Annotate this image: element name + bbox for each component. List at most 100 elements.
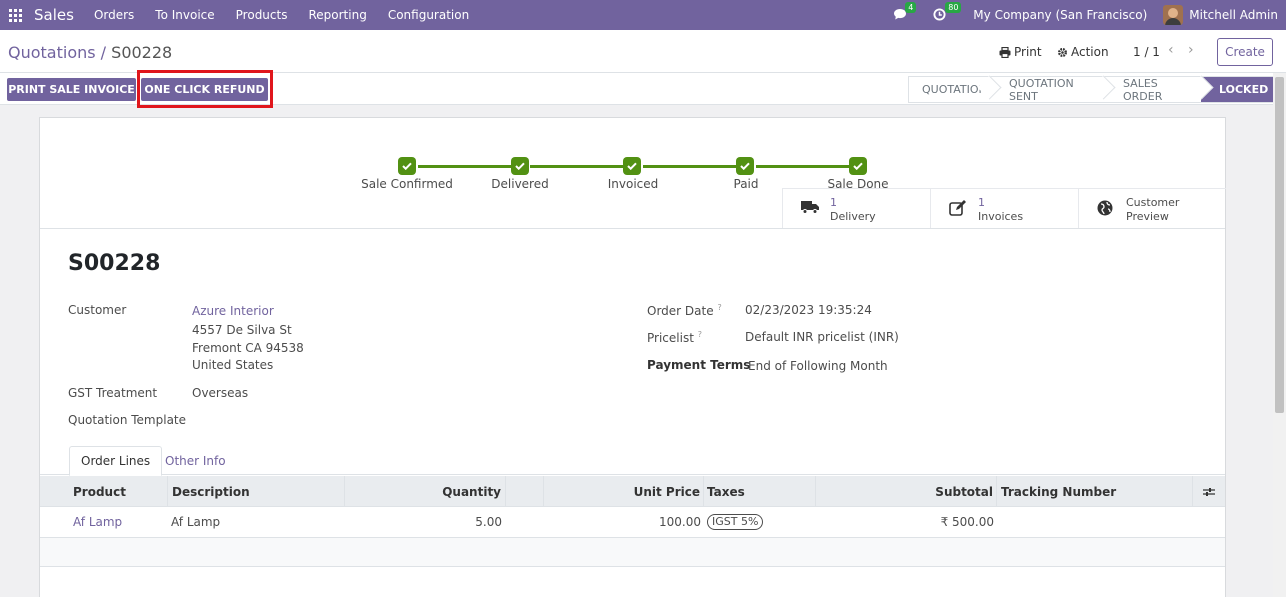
pager-previous-icon[interactable]: ‹ bbox=[1168, 42, 1174, 58]
stage-sales-order[interactable]: SALES ORDER bbox=[1103, 75, 1214, 103]
quotation-template-label: Quotation Template bbox=[68, 413, 187, 427]
print-label: Print bbox=[1014, 45, 1042, 59]
stage-sales-order-label: SALES ORDER bbox=[1123, 76, 1163, 103]
check-icon bbox=[623, 157, 641, 175]
row-subtotal: ₹ 500.00 bbox=[940, 515, 994, 529]
order-date-label: Order Date ? bbox=[647, 303, 722, 318]
menu-reporting[interactable]: Reporting bbox=[308, 8, 367, 22]
step-label-delivered: Delivered bbox=[491, 177, 549, 191]
chat-icon[interactable]: 4 bbox=[893, 2, 917, 23]
step-label-sale-confirmed: Sale Confirmed bbox=[361, 177, 453, 191]
table-row[interactable]: Af Lamp Af Lamp 5.00 100.00 IGST 5% ₹ 50… bbox=[40, 507, 1225, 538]
pager-next-icon[interactable]: › bbox=[1188, 42, 1194, 58]
print-sale-invoice-button[interactable]: PRINT SALE INVOICE bbox=[7, 78, 136, 101]
progress-connector bbox=[756, 165, 851, 168]
pager-value[interactable]: 1 / 1 bbox=[1133, 45, 1160, 59]
stage-quotation-sent-label: QUOTATION SENT bbox=[1009, 76, 1074, 103]
breadcrumb-quotations[interactable]: Quotations bbox=[8, 43, 96, 62]
preview-line1: Customer bbox=[1126, 196, 1180, 209]
progress-connector bbox=[530, 165, 625, 168]
pricelist-label-text: Pricelist bbox=[647, 331, 694, 345]
stage-quotation[interactable]: QUOTATION bbox=[909, 75, 1002, 102]
smart-buttons: 1 Delivery 1 Invoices Customer Preview bbox=[782, 188, 1226, 229]
menu-products[interactable]: Products bbox=[235, 8, 288, 22]
help-tooltip-icon[interactable]: ? bbox=[697, 330, 702, 339]
page-scrollbar[interactable] bbox=[1273, 73, 1286, 597]
col-subtotal[interactable]: Subtotal bbox=[816, 476, 997, 507]
user-avatar[interactable] bbox=[1163, 5, 1184, 25]
stage-quotation-sent[interactable]: QUOTATION SENT bbox=[989, 75, 1116, 103]
order-date-value: 02/23/2023 19:35:24 bbox=[745, 303, 872, 317]
row-product-link[interactable]: Af Lamp bbox=[73, 515, 123, 529]
col-taxes[interactable]: Taxes bbox=[704, 476, 816, 507]
form-tabs: Order Lines Other Info bbox=[40, 446, 1225, 476]
globe-icon bbox=[1097, 200, 1113, 216]
apps-menu-icon[interactable] bbox=[9, 8, 22, 22]
edit-icon bbox=[949, 200, 966, 216]
invoices-label: Invoices bbox=[978, 210, 1024, 223]
menu-configuration[interactable]: Configuration bbox=[387, 8, 470, 22]
col-unit-price[interactable]: Unit Price bbox=[544, 476, 704, 507]
check-icon bbox=[736, 157, 754, 175]
gst-treatment-label: GST Treatment bbox=[68, 386, 158, 400]
company-switcher[interactable]: My Company (San Francisco) bbox=[973, 8, 1148, 22]
customer-link[interactable]: Azure Interior bbox=[192, 304, 274, 318]
check-icon bbox=[398, 157, 416, 175]
tab-order-lines[interactable]: Order Lines bbox=[69, 446, 163, 476]
invoices-smart-button[interactable]: 1 Invoices bbox=[930, 189, 1078, 229]
menu-orders[interactable]: Orders bbox=[93, 8, 135, 22]
user-menu[interactable]: Mitchell Admin bbox=[1189, 8, 1278, 22]
activity-clock-icon[interactable]: 80 bbox=[933, 2, 962, 23]
create-button[interactable]: Create bbox=[1217, 38, 1273, 66]
navbar-systray: 4 80 My Company (San Francisco) Mitchell… bbox=[893, 0, 1286, 30]
scrollbar-thumb[interactable] bbox=[1275, 77, 1284, 413]
address-line3: United States bbox=[192, 358, 274, 372]
pricelist-value: Default INR pricelist (INR) bbox=[745, 330, 899, 344]
help-tooltip-icon[interactable]: ? bbox=[717, 303, 722, 312]
activity-badge: 80 bbox=[945, 2, 962, 13]
gear-icon bbox=[1058, 47, 1067, 57]
one-click-refund-button[interactable]: ONE CLICK REFUND bbox=[141, 78, 268, 101]
delivery-smart-button[interactable]: 1 Delivery bbox=[782, 189, 930, 229]
step-label-paid: Paid bbox=[733, 177, 759, 191]
tab-other-info[interactable]: Other Info bbox=[165, 453, 226, 468]
chat-badge: 4 bbox=[905, 2, 917, 13]
step-label-invoiced: Invoiced bbox=[607, 177, 659, 191]
app-name[interactable]: Sales bbox=[34, 6, 74, 24]
col-product[interactable]: Product bbox=[40, 476, 168, 507]
invoices-count: 1 bbox=[978, 196, 985, 209]
status-stages: QUOTATION QUOTATION SENT SALES ORDER LOC… bbox=[908, 75, 1274, 103]
row-product[interactable]: Af Lamp bbox=[73, 507, 122, 537]
check-icon bbox=[849, 157, 867, 175]
col-quantity[interactable]: Quantity bbox=[345, 476, 506, 507]
row-taxes: IGST 5% bbox=[707, 507, 764, 537]
truck-icon bbox=[801, 201, 819, 214]
sale-progress-tracker: Sale Confirmed Delivered Invoiced Paid S… bbox=[40, 118, 1225, 228]
col-tracking-number[interactable]: Tracking Number bbox=[997, 476, 1193, 507]
gst-treatment-value: Overseas bbox=[192, 386, 249, 400]
pricelist-label: Pricelist ? bbox=[647, 330, 702, 345]
delivery-label: Delivery bbox=[830, 210, 876, 223]
payment-terms-label: Payment Terms bbox=[647, 358, 751, 372]
step-label-sale-done: Sale Done bbox=[827, 177, 889, 191]
progress-connector bbox=[643, 165, 738, 168]
tax-badge: IGST 5% bbox=[707, 514, 764, 530]
print-button[interactable]: Print bbox=[999, 45, 1042, 59]
customer-preview-smart-button[interactable]: Customer Preview bbox=[1078, 189, 1226, 229]
col-description[interactable]: Description bbox=[168, 476, 345, 507]
action-label: Action bbox=[1071, 45, 1109, 59]
top-navbar: Sales Orders To Invoice Products Reporti… bbox=[0, 0, 1286, 30]
address-line2: Fremont CA 94538 bbox=[192, 341, 304, 355]
customer-label: Customer bbox=[68, 303, 127, 317]
sheet-divider bbox=[40, 228, 1225, 229]
stage-quotation-label: QUOTATION bbox=[922, 83, 987, 96]
order-title: S00228 bbox=[68, 251, 161, 276]
action-button[interactable]: Action bbox=[1057, 45, 1109, 59]
empty-table-row bbox=[40, 538, 1225, 567]
delivery-count: 1 bbox=[830, 196, 837, 209]
progress-connector bbox=[418, 165, 513, 168]
column-settings-icon[interactable] bbox=[1193, 476, 1225, 507]
menu-to-invoice[interactable]: To Invoice bbox=[155, 8, 215, 22]
stage-locked[interactable]: LOCKED bbox=[1201, 77, 1274, 102]
breadcrumb-separator: / bbox=[95, 43, 112, 62]
